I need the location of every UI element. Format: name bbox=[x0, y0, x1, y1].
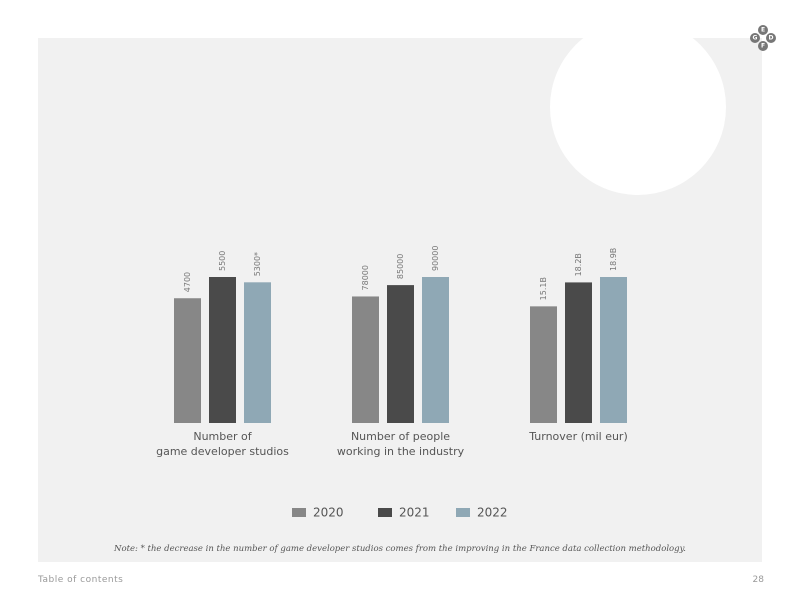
group-title: Number of game developer studios bbox=[156, 430, 289, 458]
bar bbox=[209, 277, 236, 423]
logo-letter: F bbox=[761, 43, 765, 50]
bar bbox=[174, 298, 201, 423]
logo-letter: G bbox=[753, 35, 758, 42]
panel bbox=[38, 38, 762, 562]
value-label: 4700 bbox=[183, 272, 192, 292]
legend-label: 2021 bbox=[399, 506, 430, 520]
value-label: 5300* bbox=[253, 252, 262, 276]
logo-letter: E bbox=[761, 27, 765, 34]
bar bbox=[352, 296, 379, 423]
value-label: 90000 bbox=[431, 246, 440, 271]
legend-swatch bbox=[378, 508, 392, 517]
value-label: 5500 bbox=[218, 251, 227, 271]
note: Note: * the decrease in the number of ga… bbox=[114, 544, 686, 554]
value-label: 18.2B bbox=[574, 253, 583, 276]
legend-label: 2020 bbox=[313, 506, 344, 520]
bar bbox=[565, 282, 592, 423]
value-label: 15.1B bbox=[539, 277, 548, 300]
value-label: 85000 bbox=[396, 254, 405, 279]
legend-swatch bbox=[292, 508, 306, 517]
logo: E G D F bbox=[750, 25, 776, 51]
bar bbox=[244, 282, 271, 423]
toc-link[interactable]: Table of contents bbox=[38, 575, 124, 585]
group-title: Number of people working in the industry bbox=[336, 430, 465, 458]
page-number: 28 bbox=[752, 575, 764, 585]
bar bbox=[387, 285, 414, 423]
bar bbox=[530, 306, 557, 423]
bar bbox=[422, 277, 449, 423]
group-title: Turnover (mil eur) bbox=[529, 430, 628, 443]
legend-swatch bbox=[456, 508, 470, 517]
decor-circle bbox=[550, 38, 726, 195]
logo-letter: D bbox=[769, 35, 774, 42]
value-label: 18.9B bbox=[609, 248, 618, 271]
bar bbox=[600, 277, 627, 423]
legend-label: 2022 bbox=[477, 506, 508, 520]
value-label: 78000 bbox=[361, 265, 370, 290]
